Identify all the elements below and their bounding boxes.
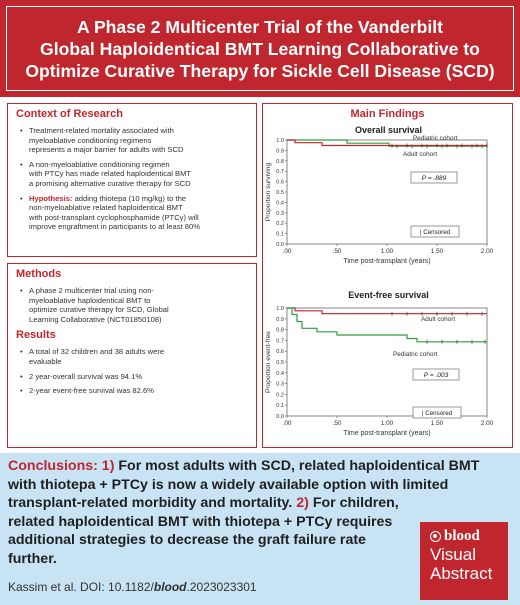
methods-bullets: A phase 2 multicenter trial using non- m…	[20, 286, 248, 324]
y-tick-label: 0.3	[276, 211, 284, 217]
y-tick-label: 0.2	[276, 392, 284, 398]
results-bullet: 2 year-overall survival was 94.1%	[20, 372, 248, 382]
conclusion-number-2: 2)	[292, 495, 309, 511]
y-tick-label: 0.0	[276, 414, 284, 420]
p-value-box	[410, 171, 458, 184]
x-tick-label: 1.00	[381, 420, 394, 427]
y-tick-label: 0.6	[276, 180, 284, 186]
conclusion-2-text-b: related haploidentical BMT with thiotepa…	[8, 513, 393, 567]
series-line-1	[287, 307, 487, 343]
citation-suffix: .2023023301	[186, 580, 257, 594]
header-frame: A Phase 2 Multicenter Trial of the Vande…	[6, 6, 514, 91]
y-tick-label: 0.1	[276, 232, 284, 238]
methods-panel: Methods A phase 2 multicenter trial usin…	[7, 263, 257, 448]
y-tick-label: 0.8	[276, 159, 284, 165]
context-bullet: A non-myeloablative conditioning regimen…	[20, 160, 248, 189]
series-label: Pediatric cohort	[393, 351, 438, 358]
y-tick-label: 0.9	[276, 148, 284, 154]
context-panel: Context of Research Treatment-related mo…	[7, 103, 257, 257]
conclusion-2-text-a: For children,	[308, 495, 399, 511]
y-tick-label: 0.2	[276, 221, 284, 227]
citation-journal: blood	[153, 580, 187, 594]
y-tick-label: 1.0	[276, 138, 284, 144]
results-bullet: A total of 32 children and 38 adults wer…	[20, 347, 248, 366]
results-bullets: A total of 32 children and 38 adults wer…	[20, 347, 248, 395]
hypothesis-text: adding thiotepa (10 mg/kg) to the non-my…	[29, 193, 200, 232]
y-tick-label: 0.7	[276, 169, 284, 175]
y-tick-label: 0.5	[276, 360, 284, 366]
conclusion-1-text: For most adults with SCD, related haploi…	[8, 458, 480, 511]
y-tick-label: 0.5	[276, 190, 284, 196]
series-label: Pediatric cohort	[413, 135, 458, 142]
results-bullet: 2-year event-free survival was 82.6%	[20, 386, 248, 396]
visual-abstract-badge: blood Visual Abstract	[420, 522, 508, 600]
x-tick-label: 1.50	[431, 248, 444, 255]
y-tick-label: 0.7	[276, 338, 284, 344]
event-free-survival-chart: 0.0 0.1 0.2 0.3 0.4 0.5 0.6 0.7 0.8 0.9 1.0 .00 .50 1…	[265, 306, 494, 437]
citation-prefix: Kassim et al. DOI: 10.1182/	[8, 580, 154, 594]
p-value-box	[412, 368, 460, 381]
y-tick-label: 0.4	[276, 200, 284, 206]
y-tick-label: 0.1	[276, 403, 284, 409]
hypothesis-bullet: Hypothesis: adding thiotepa (10 mg/kg) t…	[20, 194, 248, 232]
y-tick-label: 0.0	[276, 242, 284, 248]
x-tick-label: .50	[333, 248, 342, 255]
x-tick-label: .00	[283, 420, 292, 427]
p-value: P = .889	[422, 175, 447, 182]
x-tick-label: 2.00	[481, 420, 494, 427]
x-tick-label: .50	[333, 420, 342, 427]
x-tick-label: 1.50	[431, 420, 444, 427]
y-tick-label: 1.0	[276, 306, 284, 312]
hypothesis-label: Hypothesis:	[29, 193, 73, 203]
plot-frame	[286, 307, 488, 417]
findings-title: Main Findings	[350, 108, 425, 120]
conclusions-box: Conclusions: 1) For most adults with SCD…	[0, 453, 520, 605]
overall-survival-chart: 0.0 0.1 0.2 0.3 0.4 0.5 0.6 0.7 0.8 0.9 1.0 .00 .50 1…	[265, 135, 494, 265]
y-tick-label: 0.8	[276, 328, 284, 334]
series-line-0	[287, 139, 487, 147]
citation: Kassim et al. DOI: 10.1182/blood.2023023…	[8, 580, 257, 594]
blood-logo-icon	[430, 531, 441, 542]
findings-panel: Main Findings Overall survival 0.0 0.1 0.2…	[262, 103, 513, 448]
y-tick-label: 0.3	[276, 382, 284, 388]
efs-chart-title: Event-free survival	[348, 290, 429, 300]
x-tick-label: 1.00	[381, 248, 394, 255]
page-title: A Phase 2 Multicenter Trial of the Vande…	[25, 16, 495, 81]
conclusion-number-1: 1)	[97, 458, 115, 474]
y-tick-label: 0.9	[276, 317, 284, 323]
series-line-0	[287, 307, 487, 315]
y-tick-label: 0.6	[276, 349, 284, 355]
censored-legend-box	[410, 225, 460, 238]
os-chart-title: Overall survival	[354, 125, 423, 135]
censored-legend: | Censored	[420, 229, 451, 236]
badge-line-1: Visual	[430, 545, 476, 564]
x-axis-label: Time post-transplant (years)	[343, 258, 430, 265]
methods-bullet: A phase 2 multicenter trial using non- m…	[20, 286, 248, 324]
badge-brand: blood	[444, 528, 480, 544]
badge-brand-row: blood	[430, 528, 508, 545]
conclusions-label: Conclusions:	[8, 458, 98, 474]
badge-line-2: Abstract	[430, 564, 493, 583]
y-axis-label: Proportion surviving	[265, 163, 272, 222]
censored-legend-box	[412, 406, 462, 419]
x-tick-label: 2.00	[481, 248, 494, 255]
context-bullets: Treatment-related mortality associated w…	[20, 126, 248, 232]
methods-title: Methods	[16, 268, 62, 280]
context-title: Context of Research	[16, 108, 123, 120]
context-bullet: Treatment-related mortality associated w…	[20, 126, 248, 155]
y-tick-label: 0.4	[276, 371, 284, 377]
series-label: Adult cohort	[403, 151, 437, 158]
p-value: P = .003	[424, 372, 449, 379]
header-banner: A Phase 2 Multicenter Trial of the Vande…	[0, 0, 520, 97]
y-axis-label: Proportion event-free	[265, 331, 272, 393]
results-title: Results	[16, 329, 56, 342]
x-axis-label: Time post-transplant (years)	[343, 430, 430, 437]
conclusions-text-1: Conclusions: 1) For most adults with SCD…	[8, 457, 508, 513]
series-label: Adult cohort	[421, 316, 455, 323]
x-tick-label: .00	[283, 248, 292, 255]
censored-legend: | Censored	[422, 410, 453, 417]
series-line-1	[287, 139, 487, 147]
